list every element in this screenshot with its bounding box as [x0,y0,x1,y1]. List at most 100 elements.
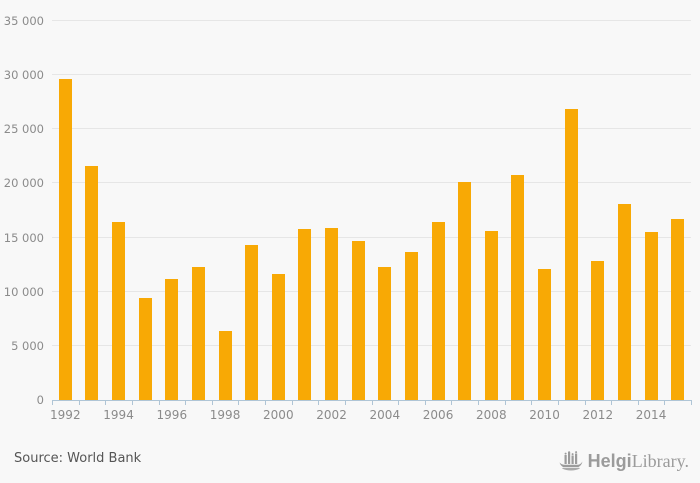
bar-slot-2000 [265,21,292,400]
bar-2004[interactable] [378,266,392,400]
gridline-20000 [52,182,691,184]
bar-slot-1999 [238,21,265,400]
bar-slot-2006 [425,21,452,400]
bar-2003[interactable] [351,240,365,400]
bar-2013[interactable] [617,204,631,400]
x-axis-tick [52,400,53,405]
bars-container [52,21,691,400]
x-axis-tick [344,400,346,405]
bar-slot-2012 [585,21,612,400]
x-axis-label-2006: 2006 [422,408,454,422]
bar-2014[interactable] [644,232,658,400]
y-axis-label-15000: 15 000 [3,230,44,245]
bar-2002[interactable] [325,227,339,400]
x-axis-label-1996: 1996 [156,408,188,422]
x-axis-tick [265,400,266,405]
x-axis-tick [158,400,160,405]
bar-2005[interactable] [404,251,418,400]
gridline-30000 [52,74,691,76]
x-axis-tick [611,400,613,405]
bar-slot-1998 [212,21,239,400]
source-note: Source: World Bank [14,451,142,466]
x-axis-tick [531,400,533,405]
bar-slot-1996 [159,21,186,400]
x-axis-tick [584,400,586,405]
x-axis-label-2002: 2002 [316,408,347,422]
gridline-25000 [52,128,691,130]
bar-1994[interactable] [112,222,126,400]
bar-slot-2001 [292,21,319,400]
x-axis-label-2008: 2008 [476,408,507,422]
x-axis-tick [504,400,506,405]
gridline-10000 [52,290,691,292]
x-axis-tick [78,400,80,405]
bar-slot-2010 [531,21,558,400]
bar-slot-2008 [478,21,505,400]
bar-1995[interactable] [138,298,152,400]
bar-2011[interactable] [564,108,578,400]
y-axis-label-5000: 5 000 [11,338,44,353]
bar-2009[interactable] [511,174,525,400]
bar-2007[interactable] [458,182,472,400]
x-axis-tick [371,400,373,405]
y-axis-label-25000: 25 000 [3,122,44,137]
x-axis-label-2010: 2010 [529,408,560,422]
x-axis-tick [424,400,426,405]
x-axis-tick [318,400,320,405]
x-axis-label-1994: 1994 [103,408,134,422]
bar-slot-2013 [611,21,638,400]
x-axis-label-2014: 2014 [635,408,667,422]
bar-slot-2015 [664,21,691,400]
bar-slot-2009 [505,21,532,400]
bar-2001[interactable] [298,228,312,400]
viking-ship-bars-icon [559,451,583,472]
x-axis-tick [637,400,639,405]
bar-slot-2011 [558,21,585,400]
x-axis-label-2000: 2000 [263,408,294,422]
x-axis-tick [691,400,692,405]
x-axis-tick [105,400,107,405]
bar-1992[interactable] [58,79,72,400]
bar-1998[interactable] [218,330,232,400]
bar-slot-2007 [451,21,478,400]
logo-text: HelgiLibrary. [588,452,689,471]
bar-slot-2002 [318,21,345,400]
x-axis-tick [211,400,213,405]
plot-area: 0 5 000 10 000 15 000 20 000 25 000 30 000 35 0… [4,14,692,422]
bar-slot-2003 [345,21,372,400]
helgilibrary-logo[interactable]: HelgiLibrary. [559,451,689,472]
y-axis-label-30000: 30 000 [3,68,44,83]
logo-text-library: Library. [631,451,689,471]
x-axis-label-2004: 2004 [369,408,401,422]
gridline-15000 [52,236,691,238]
bar-2012[interactable] [591,261,605,400]
x-axis-tick [398,400,400,405]
bar-slot-1992 [52,21,79,400]
bar-1996[interactable] [165,278,179,400]
x-axis-tick [238,400,240,405]
bar-2000[interactable] [271,274,285,400]
x-axis-tick [664,400,666,405]
bar-1999[interactable] [245,245,259,400]
bar-2006[interactable] [431,222,445,400]
bar-2008[interactable] [484,231,498,400]
gridline-35000 [52,20,691,21]
gridline-5000 [52,344,691,346]
x-axis-tick [557,400,559,405]
y-axis-label-20000: 20 000 [3,176,44,191]
bar-slot-2005 [398,21,425,400]
bar-1997[interactable] [191,266,205,400]
logo-text-helgi: Helgi [587,451,632,471]
bar-2010[interactable] [538,268,552,400]
bar-1993[interactable] [85,166,99,400]
x-axis-tick [291,400,293,405]
y-axis-label-35000: 35 000 [3,14,44,28]
bar-2015[interactable] [671,219,685,400]
x-axis-label-1992: 1992 [50,408,81,422]
bar-slot-1995 [132,21,159,400]
bar-slot-1994 [105,21,132,400]
bar-slot-2014 [638,21,665,400]
x-axis-tick [185,400,187,405]
y-axis-label-10000: 10 000 [3,284,44,299]
